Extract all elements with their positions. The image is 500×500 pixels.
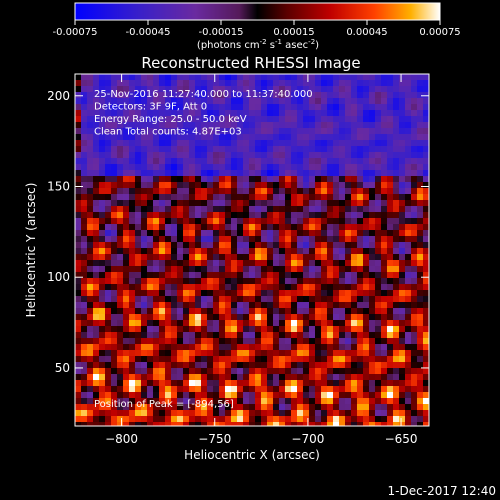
x-axis-label: Heliocentric X (arcsec) bbox=[184, 448, 320, 462]
heatmap-image bbox=[75, 74, 429, 426]
colorbar-tick-label: -0.00045 bbox=[126, 27, 171, 38]
colorbar-tick-label: 0.00075 bbox=[419, 27, 460, 38]
annotation-line: 25-Nov-2016 11:27:40.000 to 11:37:40.000 bbox=[94, 89, 313, 100]
colorbar-tick-label: -0.00015 bbox=[199, 27, 244, 38]
axes: −800 −750 −700 −650 50 100 150 200 bbox=[47, 74, 429, 446]
colorbar-ticks: -0.00075 -0.00045 -0.00015 0.00015 0.00045 0.… bbox=[53, 20, 461, 38]
x-tick-label: −650 bbox=[385, 432, 418, 446]
annotation-line: Clean Total counts: 4.87E+03 bbox=[94, 127, 242, 138]
annotation-line: Detectors: 3F 9F, Att 0 bbox=[94, 102, 207, 113]
y-tick-label: 100 bbox=[47, 270, 70, 284]
colorbar-unit-label: (photons cm-2 s-1 asec-2) bbox=[197, 38, 319, 51]
x-tick-label: −800 bbox=[105, 432, 138, 446]
y-tick-label: 200 bbox=[47, 89, 70, 103]
y-tick-label: 150 bbox=[47, 179, 70, 193]
x-tick-label: −700 bbox=[291, 432, 324, 446]
plot-frame bbox=[74, 73, 430, 427]
annotation-line: Energy Range: 25.0 - 50.0 keV bbox=[94, 114, 247, 125]
chart-title: Reconstructed RHESSI Image bbox=[141, 54, 360, 72]
y-tick-label: 50 bbox=[55, 361, 70, 375]
x-tick-label: −750 bbox=[198, 432, 231, 446]
colorbar bbox=[74, 2, 441, 21]
annotations: 25-Nov-2016 11:27:40.000 to 11:37:40.000… bbox=[94, 89, 313, 138]
colorbar-tick-label: 0.00045 bbox=[346, 27, 387, 38]
y-axis-label: Heliocentric Y (arcsec) bbox=[24, 183, 38, 318]
footer-date: 1-Dec-2017 12:40 bbox=[388, 484, 496, 498]
colorbar-tick-label: 0.00015 bbox=[273, 27, 314, 38]
peak-position-label: Position of Peak = [-894,56] bbox=[94, 399, 234, 410]
colorbar-tick-label: -0.00075 bbox=[53, 27, 98, 38]
